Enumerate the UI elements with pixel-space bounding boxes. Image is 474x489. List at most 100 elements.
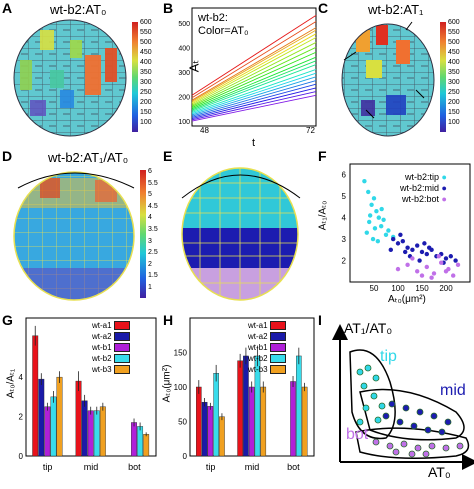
panel-f-point-bot	[395, 266, 401, 272]
panel-f-point-mid	[400, 239, 405, 244]
panel-b-series-line	[191, 72, 317, 115]
panel-a-colorbar	[132, 22, 138, 132]
bar-wt-a1-tip	[32, 335, 39, 457]
panel-i-dot	[356, 418, 364, 426]
bar-wt-a2-tip	[38, 378, 45, 457]
panel-a-colorbar-ticks: 600 550 500 450 400 350 300 250 200 150 100	[140, 19, 152, 126]
panel-f-point-tip	[370, 236, 376, 242]
panel-i-dot	[392, 448, 400, 456]
panel-e-regions	[181, 167, 301, 301]
panel-f-point-tip	[364, 230, 369, 235]
panel-f-point-mid	[422, 241, 427, 246]
panel-g: 4 2 0 tip mid bot Aₜ₀/Aₜ₁ wt-a1 wt-a2 wt-b1 w…	[0, 312, 160, 484]
panel-f-point-mid	[410, 247, 415, 253]
panel-f-point-tip	[376, 215, 381, 220]
panel-b-xtick-48: 48	[200, 126, 209, 135]
panel-i-bot-label: bot	[346, 426, 369, 443]
panel-b-series-line	[191, 87, 317, 120]
panel-f-point-mid	[415, 243, 420, 248]
xtick-bot: bot	[287, 462, 300, 472]
xtick-tip: tip	[43, 462, 53, 472]
bar-wt-b3-mid	[260, 386, 267, 457]
panel-f-ytick: 5	[342, 192, 347, 201]
panel-i-dot	[356, 368, 364, 376]
panel-f-point-mid	[417, 258, 422, 263]
panel-f-point-bot	[436, 254, 441, 259]
panel-b-series-line	[191, 37, 317, 105]
panel-i-tip-label: tip	[380, 348, 397, 365]
panel-f-point-mid	[398, 232, 403, 237]
panel-b-ylabel: Aₜ	[186, 59, 202, 73]
bar-wt-a1-mid	[75, 380, 82, 457]
panel-i-dot	[456, 442, 464, 450]
panel-g-ylabel: Aₜ₀/Aₜ₁	[5, 368, 17, 399]
panel-f-point-mid	[405, 245, 410, 250]
legend-item-wt-b3: wt-b3	[248, 364, 286, 375]
panel-f-point-tip	[369, 202, 374, 207]
ytick: 50	[178, 418, 187, 427]
panel-b-series-line	[191, 83, 317, 118]
panel-i: AT₁/AT₀ AT₀ tip mid bot	[316, 312, 474, 484]
panel-g-chart: 4 2 0 tip mid bot	[19, 317, 157, 472]
panel-f-point-bot	[443, 269, 449, 274]
panel-i-dot	[400, 440, 408, 448]
panel-b-series-line	[191, 69, 317, 113]
panel-i-dot	[374, 416, 382, 424]
panel-label-i: I	[318, 312, 322, 328]
panel-f-point-bot	[451, 273, 456, 278]
panel-f-point-bot	[410, 256, 415, 261]
legend-item-wt-a1: wt-a1	[248, 320, 286, 331]
panel-i-dot	[430, 412, 438, 420]
panel-b-series-line	[191, 29, 317, 102]
panel-g-legend: wt-a1 wt-a2 wt-b1 wt-b2 wt-b3	[92, 320, 130, 375]
panel-f-legend: wt-b2:tip ● wt-b2:mid ● wt-b2:bot ●	[400, 172, 447, 205]
legend-item-wt-a1: wt-a1	[92, 320, 130, 331]
bar-wt-b3-tip	[56, 376, 63, 457]
panel-b-series-line	[191, 27, 317, 101]
panel-a-title: wt-b2:AT₀	[50, 2, 107, 17]
panel-b-xtick-72: 72	[306, 126, 315, 135]
panel-f-point-mid	[453, 258, 458, 263]
panel-i-dot	[410, 422, 418, 430]
panel-i-dot	[372, 374, 380, 382]
bar-wt-b2-bot	[137, 426, 144, 457]
panel-f-ylabel: Aₜ₁/Aₜ₀	[317, 200, 329, 231]
legend-item-wt-a2: wt-a2	[92, 331, 130, 342]
panel-f-xtick: 50	[370, 284, 379, 293]
panel-h-chart: 150 100 50 0 tip mid bot	[174, 317, 315, 472]
panel-b-annotation: wt-b2: Color=AT₀	[198, 12, 249, 37]
panel-b-series-line	[191, 76, 317, 116]
panel-label-g: G	[2, 312, 13, 328]
panel-f-point-bot	[429, 275, 434, 280]
legend-item-wt-b1: wt-b1	[248, 342, 286, 353]
panel-label-d: D	[2, 148, 13, 164]
panel-b: 500 400 300 200 100 wt-b2: Color=AT₀ Aₜ t 48 …	[160, 0, 320, 150]
panel-f-point-bot	[439, 260, 444, 265]
panel-i-dot	[416, 408, 424, 416]
panel-label-f: F	[318, 148, 327, 164]
xtick-mid: mid	[245, 462, 260, 472]
panel-f-point-tip	[367, 219, 372, 225]
panel-d-colorbar	[140, 170, 146, 298]
panel-f-ytick: 4	[342, 214, 347, 223]
panel-b-series-line	[191, 21, 317, 99]
panel-b-ytick: 500	[178, 21, 190, 28]
panel-i-dot	[444, 418, 452, 426]
panel-f-point-bot	[405, 262, 410, 268]
panel-i-dot	[388, 400, 396, 408]
bar-wt-a2-tip	[201, 401, 208, 457]
panel-b-chart: 500 400 300 200 100	[178, 7, 317, 127]
panel-f-point-tip	[379, 224, 384, 229]
panel-f-xtick: 200	[439, 284, 453, 293]
legend-item-bot: wt-b2:bot ●	[401, 194, 447, 204]
panel-d-title: wt-b2:AT₁/AT₀	[48, 150, 129, 165]
panel-i-dot	[408, 450, 416, 458]
bar-wt-b1-bot	[290, 381, 296, 457]
ytick: 150	[174, 349, 188, 358]
panel-f-point-bot	[455, 262, 461, 268]
panel-i-dot	[370, 392, 378, 400]
panel-b-series-line	[191, 94, 317, 122]
panel-b-series-line	[191, 64, 317, 112]
panel-b-ytick: 200	[178, 95, 190, 102]
panel-f-point-mid	[443, 256, 449, 261]
